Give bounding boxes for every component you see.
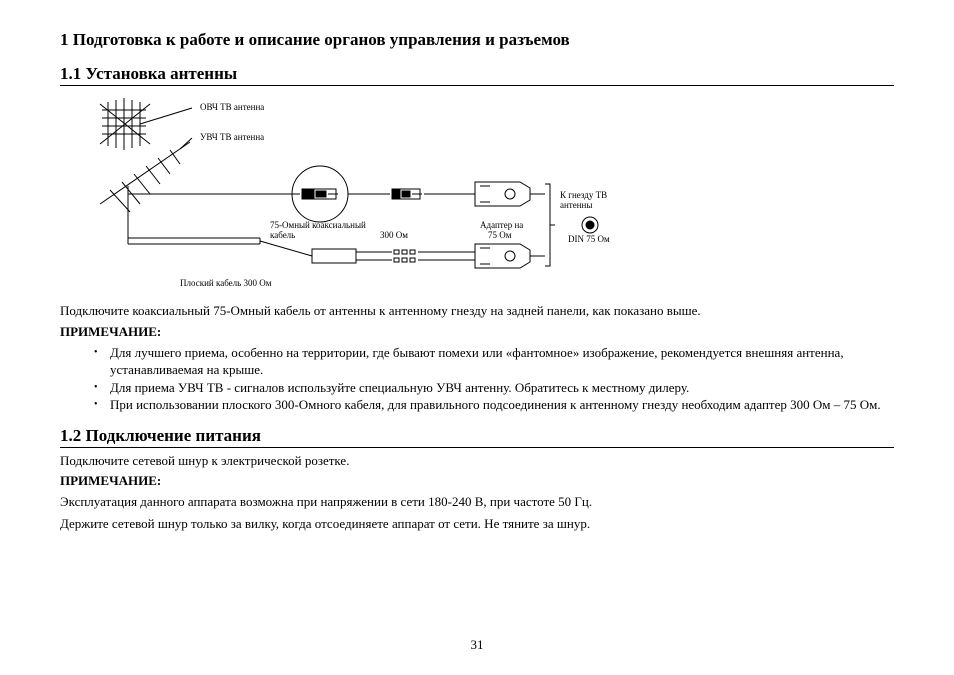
list-item: При использовании плоского 300-Омного ка…: [110, 396, 894, 414]
antenna-diagram: ОВЧ ТВ антенна УВЧ ТВ антенна 75-Омный к…: [80, 94, 640, 294]
section2-note-title: ПРИМЕЧАНИЕ:: [60, 473, 894, 489]
heading-1-1: 1.1 Установка антенны: [60, 64, 894, 86]
section1-notes-list: Для лучшего приема, особенно на территор…: [110, 344, 894, 414]
diagram-label-din: DIN 75 Ом: [568, 234, 610, 244]
diagram-label-adapter1: Адаптер на: [480, 220, 523, 230]
page-number: 31: [0, 637, 954, 653]
section2-body1: Эксплуатация данного аппарата возможна п…: [60, 493, 894, 511]
diagram-label-coax: 75-Омный коаксиальный: [270, 220, 366, 230]
diagram-label-socket2: антенны: [560, 200, 592, 210]
section2-body2: Держите сетевой шнур только за вилку, ко…: [60, 515, 894, 533]
section1-note-title: ПРИМЕЧАНИЕ:: [60, 324, 894, 340]
diagram-label-socket1: К гнезду ТВ: [560, 190, 607, 200]
diagram-label-adapter2: 75 Ом: [488, 230, 512, 240]
heading-1-2: 1.2 Подключение питания: [60, 426, 894, 448]
diagram-label-flat: Плоский кабель 300 Ом: [180, 278, 272, 288]
diagram-label-300ohm: 300 Ом: [380, 230, 408, 240]
diagram-label-coax2: кабель: [270, 230, 295, 240]
section1-intro: Подключите коаксиальный 75-Омный кабель …: [60, 302, 894, 320]
section2-intro: Подключите сетевой шнур к электрической …: [60, 452, 894, 470]
heading-main: 1 Подготовка к работе и описание органов…: [60, 30, 894, 50]
diagram-label-ovch: ОВЧ ТВ антенна: [200, 102, 264, 112]
list-item: Для приема УВЧ ТВ - сигналов используйте…: [110, 379, 894, 397]
list-item: Для лучшего приема, особенно на территор…: [110, 344, 894, 379]
diagram-label-uvch: УВЧ ТВ антенна: [200, 132, 264, 142]
